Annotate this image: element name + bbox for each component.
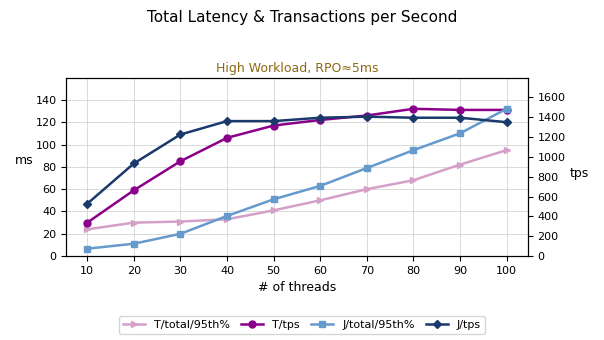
J/total/95th% xyxy=(503,107,510,111)
Line: J/total/95th%: J/total/95th% xyxy=(84,105,510,252)
J/total/95th% xyxy=(316,184,324,188)
T/tps xyxy=(410,107,417,111)
T/tps xyxy=(457,108,464,112)
T/tps xyxy=(316,118,324,122)
Legend: T/total/95th%, T/tps, J/total/95th%, J/tps: T/total/95th%, T/tps, J/total/95th%, J/t… xyxy=(118,316,486,335)
J/total/95th% xyxy=(83,246,91,251)
T/tps xyxy=(363,114,370,118)
T/tps xyxy=(503,108,510,112)
T/tps xyxy=(83,221,91,225)
T/total/95th% xyxy=(363,187,370,191)
T/tps xyxy=(177,159,184,163)
Title: High Workload, RPO≈5ms: High Workload, RPO≈5ms xyxy=(216,62,378,75)
T/total/95th% xyxy=(270,208,277,212)
J/total/95th% xyxy=(457,131,464,135)
T/tps xyxy=(270,123,277,128)
Text: Total Latency & Transactions per Second: Total Latency & Transactions per Second xyxy=(147,10,457,25)
J/total/95th% xyxy=(270,197,277,201)
T/total/95th% xyxy=(130,221,138,225)
T/total/95th% xyxy=(503,148,510,152)
Y-axis label: ms: ms xyxy=(15,154,34,167)
Line: T/tps: T/tps xyxy=(84,105,510,226)
Y-axis label: tps: tps xyxy=(570,167,589,180)
J/tps xyxy=(316,116,324,120)
T/tps xyxy=(223,136,231,140)
T/total/95th% xyxy=(316,198,324,202)
T/tps xyxy=(130,188,138,192)
J/tps xyxy=(130,162,138,166)
T/total/95th% xyxy=(223,217,231,221)
J/tps xyxy=(177,133,184,137)
J/total/95th% xyxy=(410,148,417,152)
J/tps xyxy=(270,119,277,123)
Line: T/total/95th%: T/total/95th% xyxy=(84,147,510,233)
J/tps xyxy=(83,202,91,206)
X-axis label: # of threads: # of threads xyxy=(258,282,336,294)
T/total/95th% xyxy=(410,178,417,182)
J/tps xyxy=(410,116,417,120)
J/tps xyxy=(503,120,510,124)
T/total/95th% xyxy=(83,227,91,232)
J/tps xyxy=(223,119,231,123)
J/tps xyxy=(363,115,370,119)
J/tps xyxy=(457,116,464,120)
T/total/95th% xyxy=(457,163,464,167)
J/total/95th% xyxy=(177,232,184,236)
Line: J/tps: J/tps xyxy=(85,114,509,206)
T/total/95th% xyxy=(177,220,184,224)
J/total/95th% xyxy=(363,166,370,170)
J/total/95th% xyxy=(223,214,231,218)
J/total/95th% xyxy=(130,242,138,246)
